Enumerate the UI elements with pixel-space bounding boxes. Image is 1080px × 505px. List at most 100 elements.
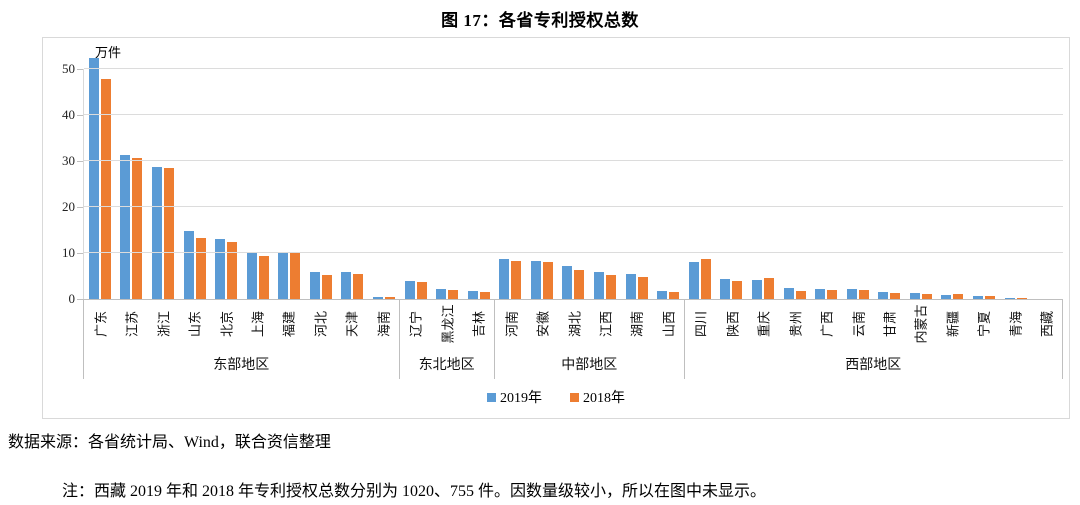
x-tick-label: 新疆 bbox=[945, 310, 961, 338]
y-tick-mark bbox=[77, 207, 83, 208]
bar-pair bbox=[431, 69, 463, 299]
x-tick-label: 四川 bbox=[693, 310, 709, 338]
bar-pair bbox=[273, 69, 305, 299]
bar-pair bbox=[179, 69, 211, 299]
y-tick-mark bbox=[77, 253, 83, 254]
province-label-row: 四川 陕西 重庆 贵州 广西 云南 甘肃 内蒙古 新疆 宁夏 青海 西藏 bbox=[685, 299, 1062, 349]
bar-2018 bbox=[163, 168, 174, 299]
gridline-y50 bbox=[84, 68, 1063, 69]
region-bar-group-4 bbox=[684, 69, 1063, 299]
bar-pair bbox=[242, 69, 274, 299]
x-tick-label: 陕西 bbox=[725, 310, 741, 338]
bar-2018 bbox=[290, 252, 301, 299]
bar-2018 bbox=[953, 294, 964, 299]
bar-2019 bbox=[309, 272, 320, 299]
bar-2018 bbox=[416, 282, 427, 299]
bar-pair bbox=[716, 69, 748, 299]
x-tick-label: 辽宁 bbox=[408, 310, 424, 338]
figure-note: 注：西藏 2019 年和 2018 年专利授权总数分别为 1020、755 件。… bbox=[62, 483, 767, 500]
x-tick-label: 湖南 bbox=[629, 310, 645, 338]
gridline-y20 bbox=[84, 206, 1063, 207]
bar-2019 bbox=[215, 239, 226, 299]
plot-area bbox=[83, 58, 1063, 300]
x-tick-label: 广东 bbox=[93, 310, 109, 338]
bar-2019 bbox=[436, 289, 447, 299]
bar-2019 bbox=[183, 231, 194, 299]
x-tick-label: 宁夏 bbox=[976, 310, 992, 338]
bar-2019 bbox=[1004, 298, 1015, 299]
province-label-row: 广东 江苏 浙江 山东 北京 上海 福建 河北 天津 海南 bbox=[84, 299, 399, 349]
data-source: 数据来源：各省统计局、Wind，联合资信整理 bbox=[8, 434, 331, 451]
bar-2018 bbox=[858, 290, 869, 299]
y-tick-label: 0 bbox=[68, 291, 76, 306]
region-label: 中部地区 bbox=[561, 358, 618, 373]
bar-2019 bbox=[783, 288, 794, 299]
bar-2018 bbox=[732, 281, 743, 299]
bar-2019 bbox=[404, 281, 415, 299]
bar-2019 bbox=[973, 296, 984, 299]
bar-2019 bbox=[941, 295, 952, 299]
bar-2018 bbox=[542, 262, 553, 299]
bar-2019 bbox=[372, 297, 383, 299]
bar-2019 bbox=[562, 266, 573, 299]
bar-2018 bbox=[795, 291, 806, 299]
legend-item-2019: 2019年 bbox=[487, 387, 542, 407]
y-tick-label: 30 bbox=[62, 153, 75, 168]
province-label-row: 河南 安徽 湖北 江西 湖南 山西 bbox=[495, 299, 684, 349]
bar-pair bbox=[937, 69, 969, 299]
bar-2018 bbox=[669, 292, 680, 299]
bar-2018 bbox=[132, 158, 143, 299]
bar-2018 bbox=[921, 294, 932, 299]
x-tick-label: 重庆 bbox=[756, 310, 772, 338]
bar-pair bbox=[1031, 69, 1063, 299]
legend-label: 2018年 bbox=[583, 391, 625, 406]
bar-2018 bbox=[321, 275, 332, 299]
y-tick-label: 40 bbox=[62, 107, 75, 122]
bar-2019 bbox=[878, 292, 889, 299]
legend-swatch-icon bbox=[487, 392, 496, 402]
bar-2018 bbox=[227, 242, 238, 299]
legend-swatch-icon bbox=[570, 392, 579, 402]
x-tick-label: 内蒙古 bbox=[913, 304, 929, 344]
bar-pair bbox=[874, 69, 906, 299]
x-tick-label: 山东 bbox=[187, 310, 203, 338]
region-axis-group-1: 广东 江苏 浙江 山东 北京 上海 福建 河北 天津 海南 东部地区 bbox=[83, 299, 400, 379]
bar-2018 bbox=[637, 277, 648, 299]
bar-2019 bbox=[530, 261, 541, 299]
x-tick-label: 江西 bbox=[598, 310, 614, 338]
y-tick-mark bbox=[77, 299, 83, 300]
bar-2019 bbox=[499, 259, 510, 299]
x-tick-label: 浙江 bbox=[156, 310, 172, 338]
region-label: 西部地区 bbox=[845, 358, 902, 373]
x-tick-label: 北京 bbox=[219, 310, 235, 338]
gridline-y10 bbox=[84, 252, 1063, 253]
x-tick-label: 湖北 bbox=[567, 310, 582, 338]
bar-2018 bbox=[1016, 298, 1027, 299]
bar-2019 bbox=[341, 272, 352, 299]
bar-pair bbox=[210, 69, 242, 299]
x-tick-label: 西藏 bbox=[1039, 310, 1055, 338]
bar-pair bbox=[810, 69, 842, 299]
x-tick-label: 云南 bbox=[851, 310, 867, 338]
bar-2019 bbox=[625, 274, 636, 299]
bar-pair bbox=[905, 69, 937, 299]
bar-pair bbox=[147, 69, 179, 299]
region-axis-group-3: 河南 安徽 湖北 江西 湖南 山西中部地区 bbox=[495, 299, 685, 379]
x-tick-label: 河北 bbox=[313, 310, 329, 338]
x-tick-label: 吉林 bbox=[471, 310, 487, 338]
x-tick-label: 江苏 bbox=[124, 310, 140, 338]
y-tick-label: 20 bbox=[62, 199, 75, 214]
bar-pair bbox=[368, 69, 400, 299]
x-tick-label: 山西 bbox=[661, 310, 677, 338]
bar-pair bbox=[968, 69, 1000, 299]
bar-pair bbox=[747, 69, 779, 299]
bar-2018 bbox=[827, 290, 838, 299]
region-axis-group-2: 辽宁 黑龙江 吉林 东北地区 bbox=[400, 299, 495, 379]
gridline-y40 bbox=[84, 114, 1063, 115]
region-bar-group-2 bbox=[400, 69, 495, 299]
y-tick-label: 10 bbox=[62, 245, 75, 260]
y-tick-mark bbox=[77, 115, 83, 116]
figure-title: 图 17：各省专利授权总数 bbox=[441, 11, 639, 30]
bar-pair bbox=[621, 69, 653, 299]
legend-label: 2019年 bbox=[500, 391, 542, 406]
